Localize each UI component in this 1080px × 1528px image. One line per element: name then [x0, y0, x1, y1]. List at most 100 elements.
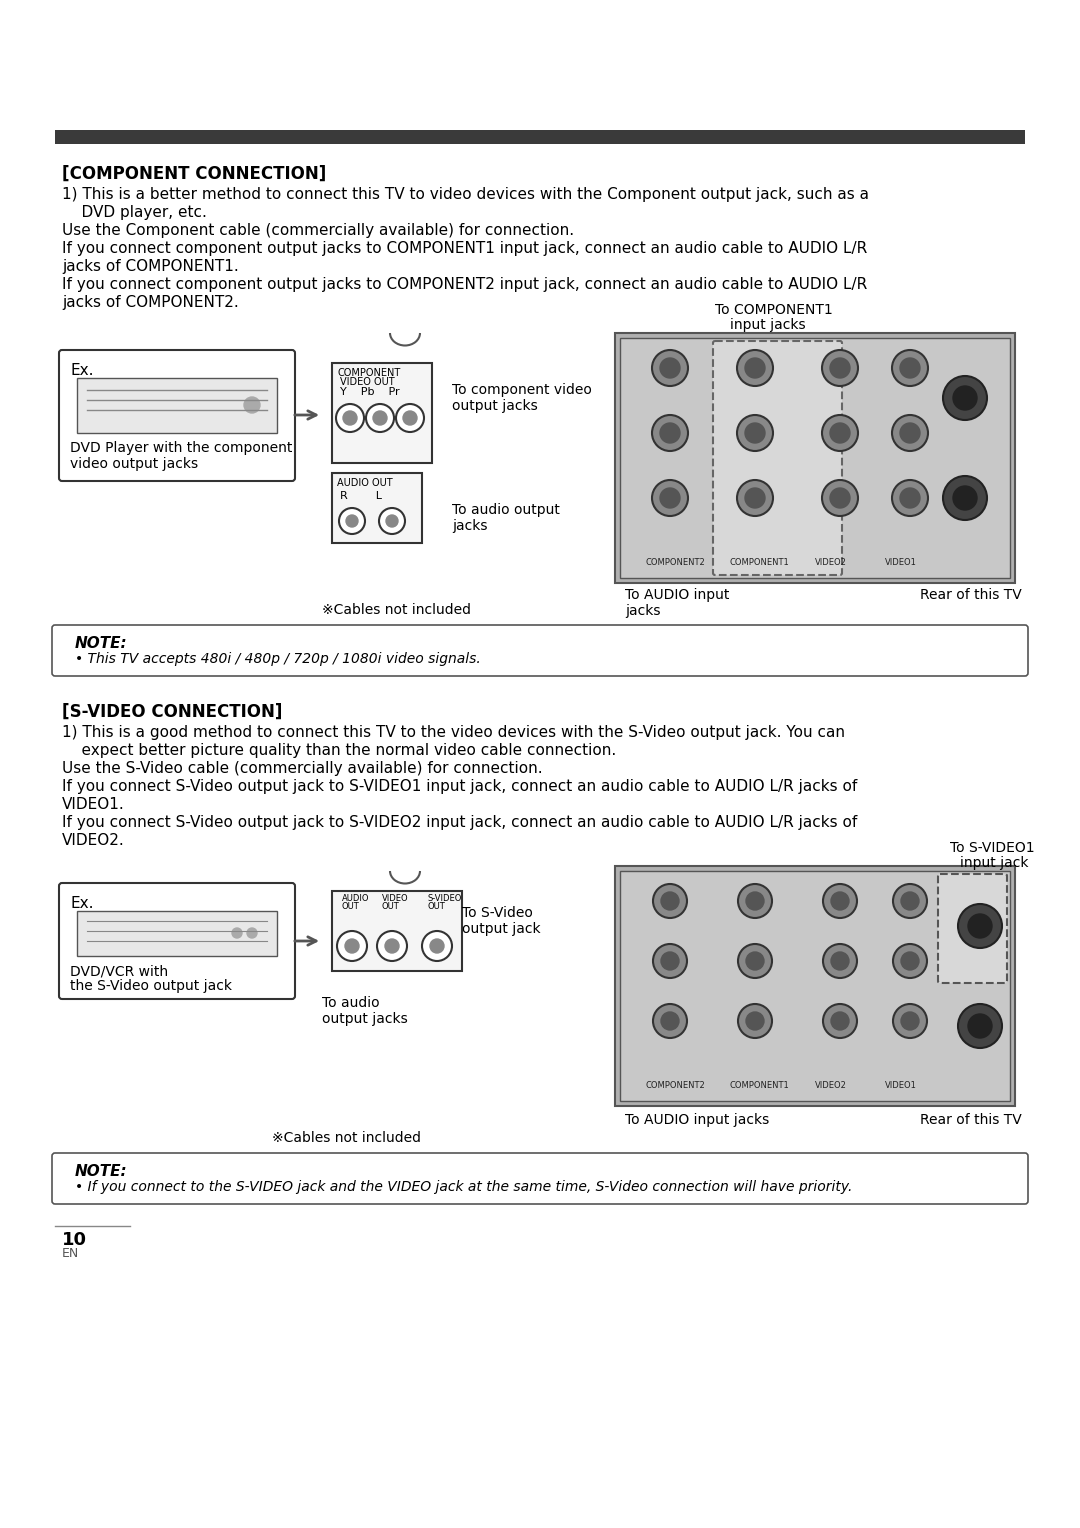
- Text: COMPONENT1: COMPONENT1: [730, 1080, 789, 1089]
- Circle shape: [377, 931, 407, 961]
- Circle shape: [660, 423, 680, 443]
- Bar: [332, 364, 432, 463]
- Text: ※Cables not included: ※Cables not included: [322, 604, 471, 617]
- Circle shape: [831, 423, 850, 443]
- FancyBboxPatch shape: [52, 625, 1028, 675]
- Circle shape: [384, 940, 399, 953]
- Circle shape: [661, 892, 679, 911]
- Circle shape: [968, 1015, 993, 1038]
- Circle shape: [653, 944, 687, 978]
- Text: To S-VIDEO1: To S-VIDEO1: [950, 840, 1035, 856]
- Circle shape: [745, 423, 765, 443]
- Text: Rear of this TV: Rear of this TV: [920, 588, 1022, 602]
- Text: Y    Pb    Pr: Y Pb Pr: [340, 387, 400, 397]
- Bar: [55, 130, 1025, 144]
- Text: COMPONENT2: COMPONENT2: [645, 1080, 705, 1089]
- Text: Ex.: Ex.: [70, 895, 94, 911]
- Circle shape: [653, 1004, 687, 1038]
- Circle shape: [247, 927, 257, 938]
- Text: jacks of COMPONENT2.: jacks of COMPONENT2.: [62, 295, 239, 310]
- Circle shape: [422, 931, 453, 961]
- Circle shape: [661, 952, 679, 970]
- Text: input jacks: input jacks: [730, 318, 806, 332]
- Circle shape: [823, 885, 858, 918]
- FancyBboxPatch shape: [59, 883, 295, 999]
- Text: • If you connect to the S-VIDEO jack and the VIDEO jack at the same time, S-Vide: • If you connect to the S-VIDEO jack and…: [75, 1180, 852, 1193]
- Circle shape: [823, 944, 858, 978]
- Text: Use the S-Video cable (commercially available) for connection.: Use the S-Video cable (commercially avai…: [62, 761, 542, 776]
- Text: NOTE:: NOTE:: [75, 636, 127, 651]
- Circle shape: [893, 944, 927, 978]
- Text: Rear of this TV: Rear of this TV: [920, 1112, 1022, 1128]
- Circle shape: [366, 403, 394, 432]
- Circle shape: [343, 411, 357, 425]
- Circle shape: [339, 507, 365, 533]
- Text: To AUDIO input: To AUDIO input: [625, 588, 729, 602]
- Text: COMPONENT2: COMPONENT2: [645, 558, 705, 567]
- Circle shape: [831, 892, 849, 911]
- Text: VIDEO OUT: VIDEO OUT: [340, 377, 394, 387]
- Circle shape: [244, 397, 260, 413]
- Circle shape: [746, 952, 764, 970]
- Bar: [620, 338, 1010, 578]
- Text: AUDIO OUT: AUDIO OUT: [337, 478, 393, 487]
- Text: jacks of COMPONENT1.: jacks of COMPONENT1.: [62, 260, 239, 274]
- Circle shape: [901, 1012, 919, 1030]
- Circle shape: [346, 515, 357, 527]
- Text: OUT: OUT: [342, 902, 360, 911]
- Text: 10: 10: [62, 1232, 87, 1248]
- Text: VIDEO1: VIDEO1: [885, 558, 917, 567]
- Text: output jacks: output jacks: [453, 399, 538, 413]
- Circle shape: [822, 480, 858, 516]
- Circle shape: [958, 905, 1002, 947]
- Circle shape: [900, 358, 920, 377]
- Text: Ex.: Ex.: [70, 364, 94, 377]
- Text: 1) This is a better method to connect this TV to video devices with the Componen: 1) This is a better method to connect th…: [62, 186, 869, 202]
- Text: R        L: R L: [340, 490, 382, 501]
- Circle shape: [745, 358, 765, 377]
- Bar: [332, 474, 422, 542]
- Text: video output jacks: video output jacks: [70, 457, 198, 471]
- Circle shape: [652, 416, 688, 451]
- FancyBboxPatch shape: [939, 874, 1007, 983]
- FancyArrowPatch shape: [295, 411, 316, 419]
- Circle shape: [900, 487, 920, 507]
- Text: NOTE:: NOTE:: [75, 1164, 127, 1180]
- Circle shape: [652, 350, 688, 387]
- Text: COMPONENT1: COMPONENT1: [730, 558, 789, 567]
- Text: To audio output: To audio output: [453, 503, 559, 516]
- Text: EN: EN: [62, 1247, 79, 1261]
- Text: OUT: OUT: [427, 902, 445, 911]
- Text: ※Cables not included: ※Cables not included: [272, 1131, 421, 1144]
- Text: Use the Component cable (commercially available) for connection.: Use the Component cable (commercially av…: [62, 223, 575, 238]
- Circle shape: [746, 1012, 764, 1030]
- Bar: [615, 333, 1015, 584]
- Text: the S-Video output jack: the S-Video output jack: [70, 979, 232, 993]
- Circle shape: [822, 416, 858, 451]
- Circle shape: [386, 515, 399, 527]
- Circle shape: [430, 940, 444, 953]
- Circle shape: [345, 940, 359, 953]
- Circle shape: [738, 944, 772, 978]
- Text: If you connect S-Video output jack to S-VIDEO2 input jack, connect an audio cabl: If you connect S-Video output jack to S-…: [62, 814, 858, 830]
- Circle shape: [901, 892, 919, 911]
- Bar: [77, 377, 276, 432]
- Text: VIDEO2.: VIDEO2.: [62, 833, 125, 848]
- Text: To COMPONENT1: To COMPONENT1: [715, 303, 833, 316]
- Text: [S-VIDEO CONNECTION]: [S-VIDEO CONNECTION]: [62, 703, 282, 721]
- Circle shape: [337, 931, 367, 961]
- Text: output jack: output jack: [462, 921, 541, 937]
- Circle shape: [336, 403, 364, 432]
- Circle shape: [738, 1004, 772, 1038]
- Text: • This TV accepts 480i / 480p / 720p / 1080i video signals.: • This TV accepts 480i / 480p / 720p / 1…: [75, 652, 481, 666]
- Text: VIDEO2: VIDEO2: [815, 558, 847, 567]
- Text: input jack: input jack: [960, 856, 1028, 869]
- Text: [COMPONENT CONNECTION]: [COMPONENT CONNECTION]: [62, 165, 326, 183]
- Circle shape: [373, 411, 387, 425]
- Circle shape: [900, 423, 920, 443]
- Text: COMPONENT: COMPONENT: [337, 368, 401, 377]
- Text: AUDIO: AUDIO: [342, 894, 369, 903]
- Text: output jacks: output jacks: [322, 1012, 408, 1025]
- Circle shape: [968, 914, 993, 938]
- Circle shape: [823, 1004, 858, 1038]
